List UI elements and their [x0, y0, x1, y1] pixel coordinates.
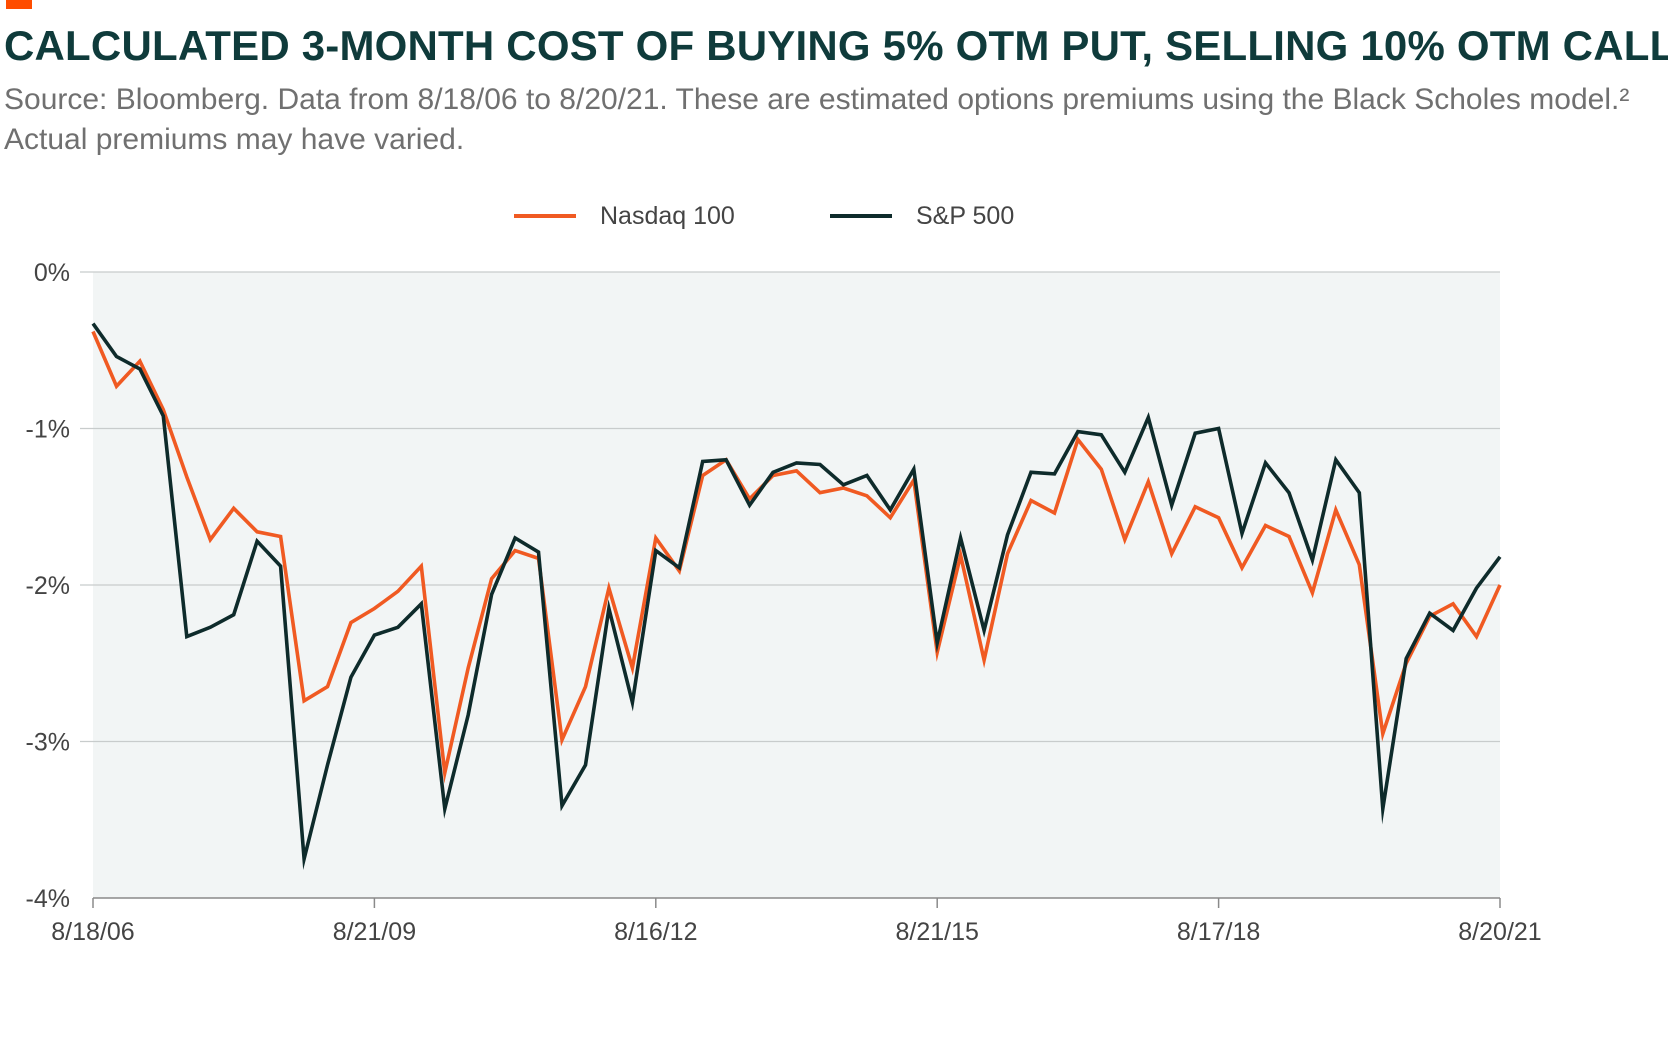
x-tick-label: 8/17/18 — [1177, 918, 1260, 946]
x-tick-label: 8/20/21 — [1458, 918, 1541, 946]
chart-title: CALCULATED 3-MONTH COST OF BUYING 5% OTM… — [4, 22, 1668, 69]
series-line-nasdaq — [91, 330, 1502, 784]
legend: Nasdaq 100 S&P 500 — [0, 196, 1668, 236]
y-tick-label: 0% — [34, 259, 70, 287]
y-tick-label: -4% — [26, 885, 70, 913]
y-tick-label: -3% — [26, 729, 70, 757]
legend-swatch-nasdaq — [514, 214, 576, 218]
accent-bar — [6, 0, 32, 9]
legend-item-nasdaq: Nasdaq 100 — [514, 196, 735, 236]
x-tick-label: 8/18/06 — [51, 918, 134, 946]
x-tick-label: 8/21/15 — [895, 918, 978, 946]
x-tick-label: 8/16/12 — [614, 918, 697, 946]
legend-swatch-sp500 — [830, 214, 892, 218]
y-tick-label: -2% — [26, 572, 70, 600]
series-line-sp500 — [91, 322, 1502, 871]
chart-subtitle: Source: Bloomberg. Data from 8/18/06 to … — [4, 83, 1630, 156]
y-tick-label: -1% — [26, 416, 70, 444]
x-tick-label: 8/21/09 — [333, 918, 416, 946]
legend-label-sp500: S&P 500 — [916, 201, 1015, 230]
legend-item-sp500: S&P 500 — [830, 196, 1014, 236]
legend-label-nasdaq: Nasdaq 100 — [600, 201, 735, 230]
